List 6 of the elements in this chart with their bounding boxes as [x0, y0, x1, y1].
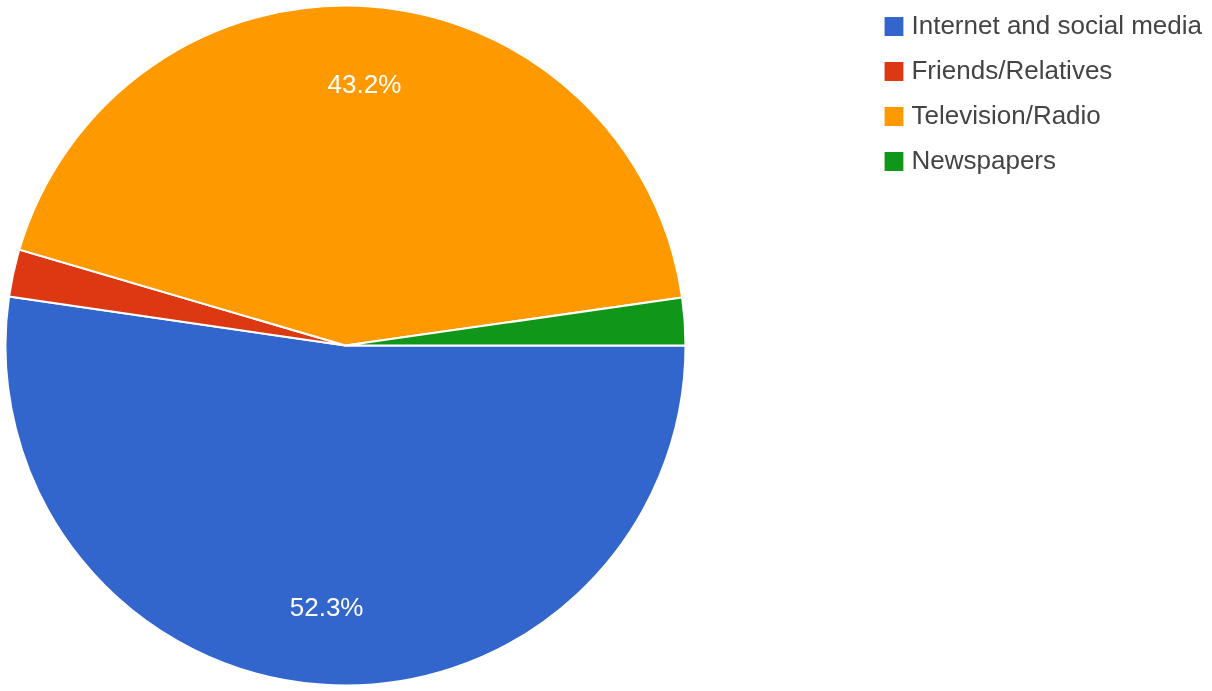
data-label: 52.3% — [289, 591, 364, 622]
legend-label: Internet and social media — [911, 10, 1202, 41]
data-label: 43.2% — [327, 69, 402, 100]
legend-label: Television/Radio — [911, 100, 1101, 131]
legend-label: Newspapers — [911, 145, 1056, 176]
legend-label: Friends/Relatives — [911, 55, 1113, 86]
